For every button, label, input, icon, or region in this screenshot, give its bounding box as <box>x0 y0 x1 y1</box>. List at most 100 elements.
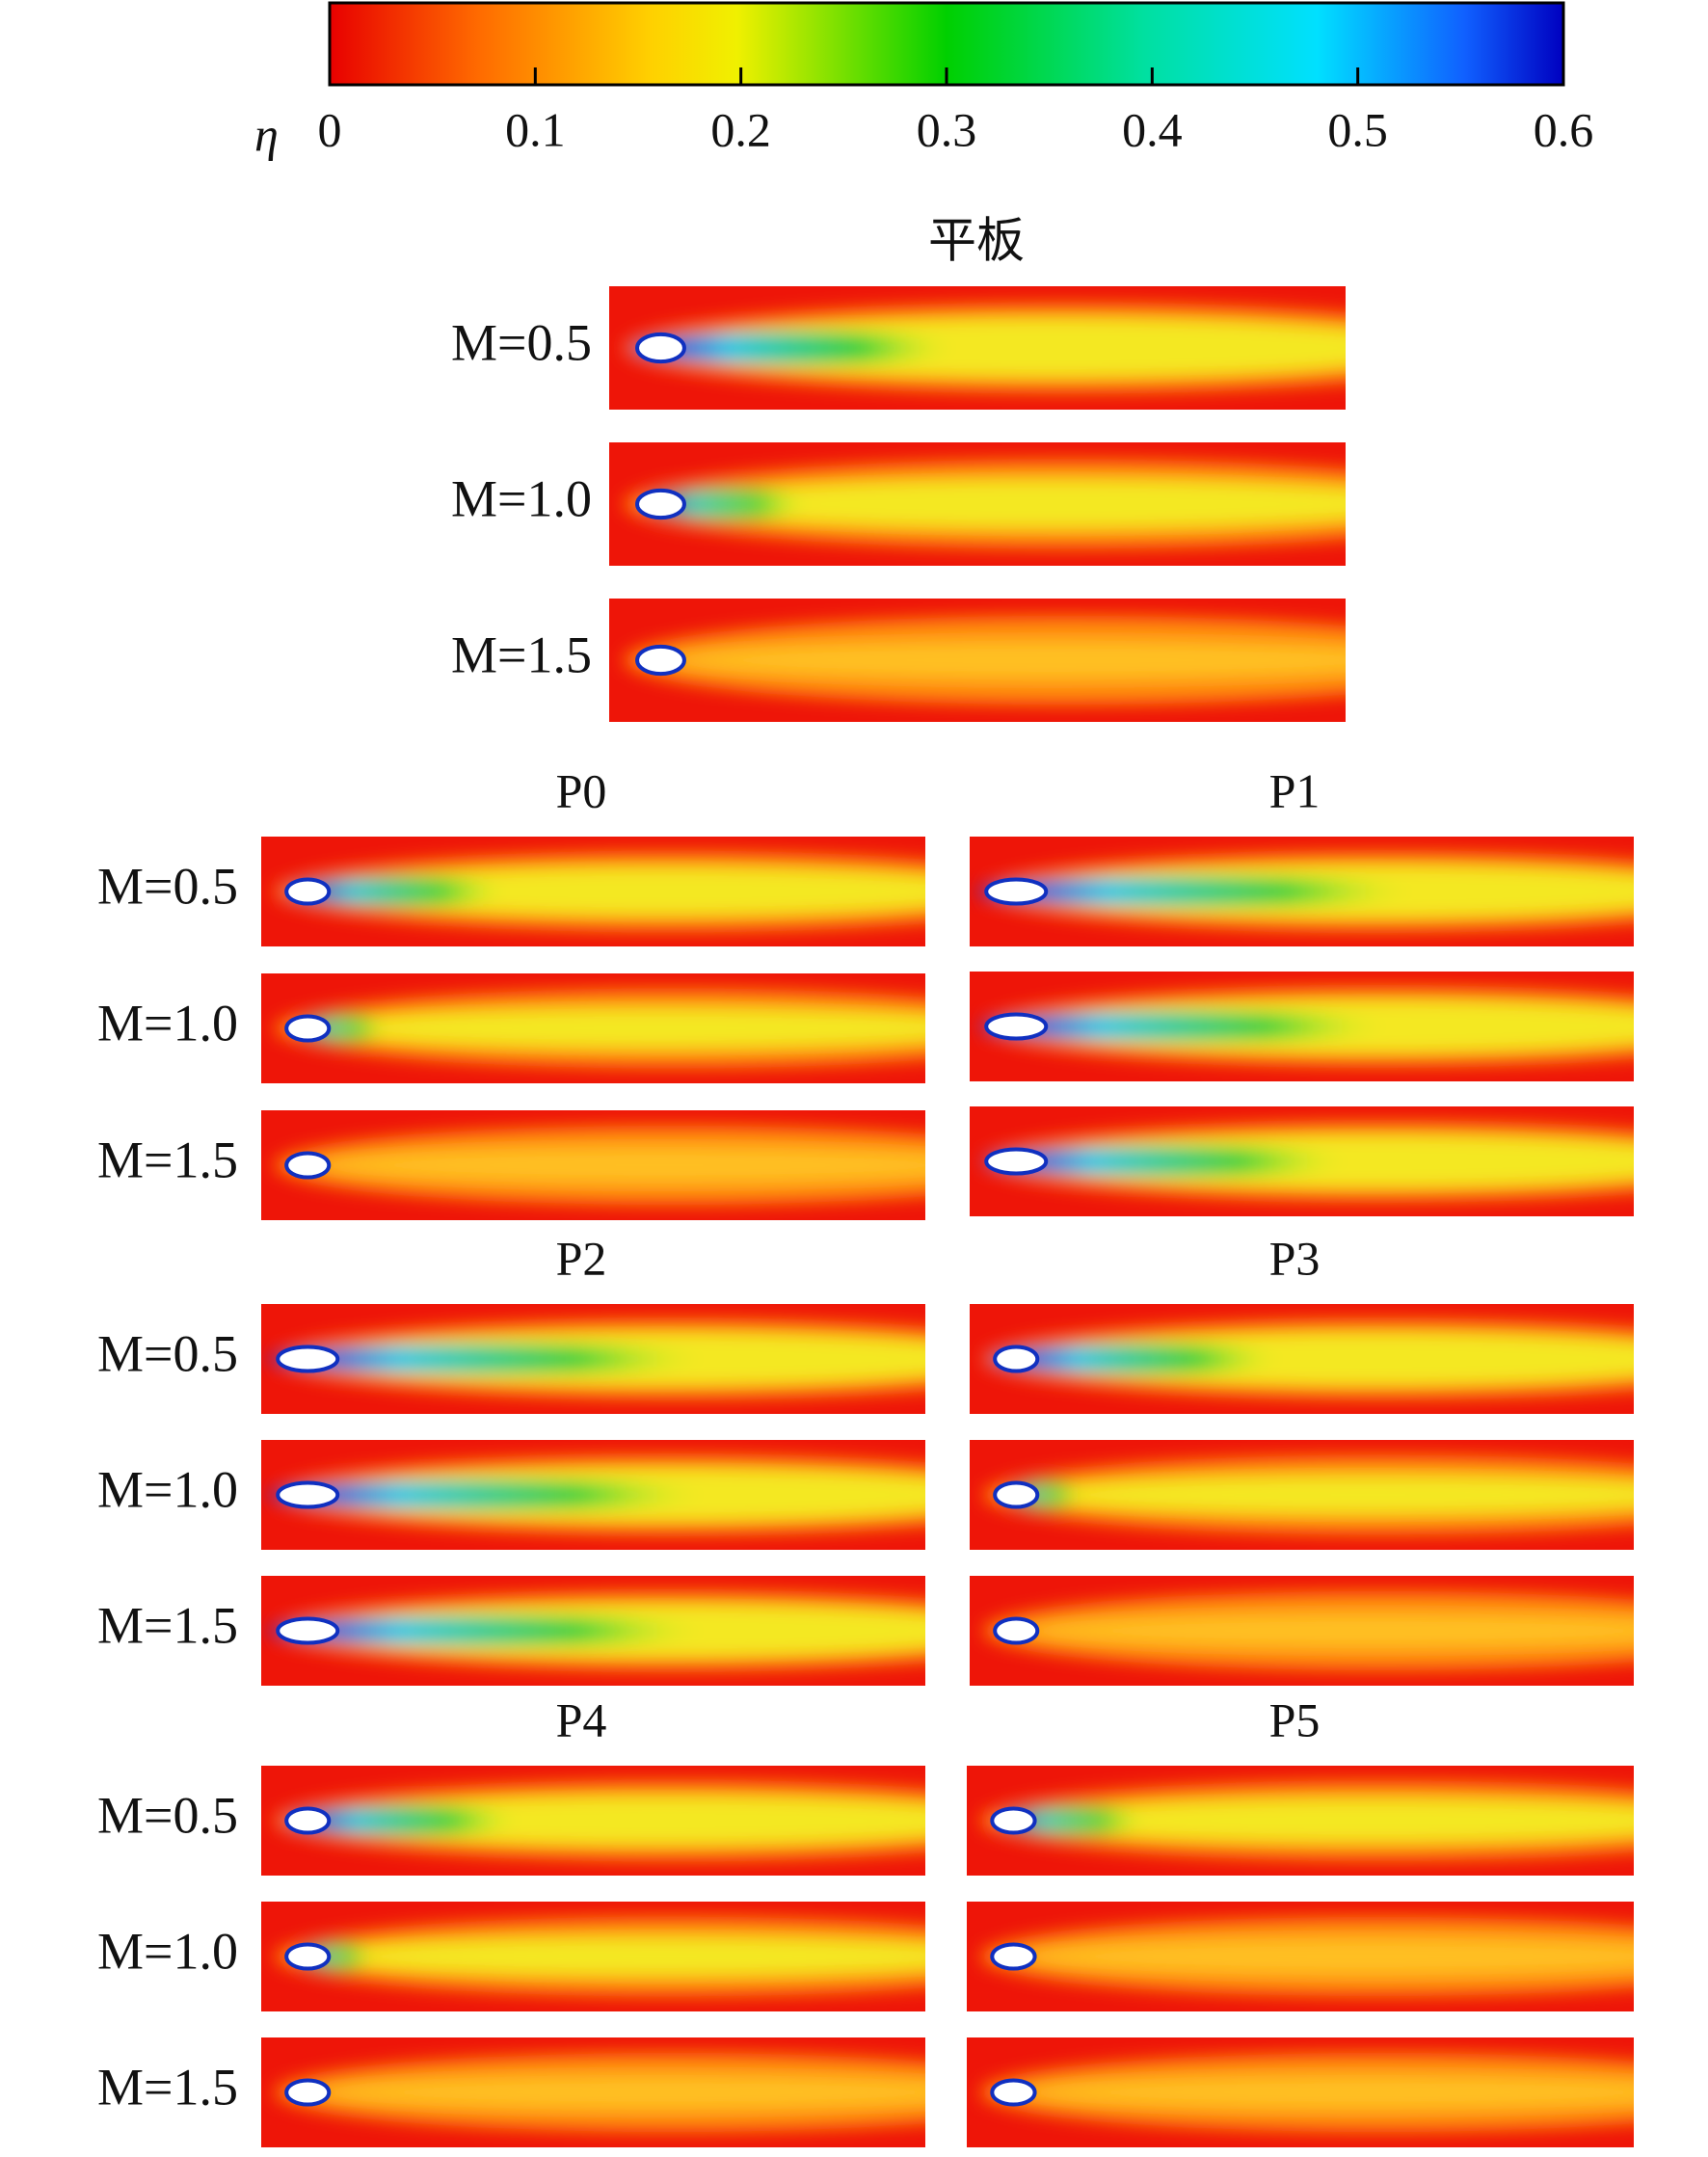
plume-mid <box>1020 1937 1634 1976</box>
plume <box>274 988 925 1069</box>
plume <box>979 1916 1634 1997</box>
hole <box>984 1012 1049 1041</box>
plume <box>982 1590 1634 1671</box>
plume-mid <box>314 1796 925 1846</box>
contour-panel <box>261 973 925 1083</box>
row-label: M=1.5 <box>97 1596 238 1654</box>
row-label: M=0.5 <box>97 857 238 915</box>
contour-panel <box>261 1304 925 1414</box>
plume-mid <box>314 1008 925 1049</box>
group-title: P4 <box>556 1692 607 1746</box>
hole <box>635 644 686 677</box>
row-label: M=1.0 <box>97 1922 238 1980</box>
plume <box>624 615 1346 706</box>
plume <box>267 1454 925 1535</box>
group-title: P0 <box>556 763 607 817</box>
group-title: 平板 <box>928 213 1025 267</box>
contour-panel <box>261 2037 925 2147</box>
plume <box>267 1318 925 1399</box>
plume-mid <box>1020 1798 1634 1843</box>
contour-panel <box>967 1766 1634 1876</box>
plume-core <box>287 877 507 906</box>
plume <box>978 986 1634 1067</box>
contour-panel <box>970 837 1634 946</box>
hole <box>276 1616 340 1645</box>
plume-core <box>989 1345 1282 1373</box>
colorbar-symbol: η <box>254 107 279 161</box>
plume-core <box>267 1616 707 1645</box>
plume-core <box>1000 1806 1147 1835</box>
plume-mid <box>668 479 1346 529</box>
plume <box>274 2052 925 2133</box>
plume <box>979 2052 1634 2133</box>
plume <box>274 1916 925 1997</box>
plume-core <box>267 1480 707 1509</box>
hole <box>993 1616 1040 1645</box>
contour-panel <box>970 1576 1634 1686</box>
plume-core <box>646 488 809 520</box>
contour-panel <box>967 2037 1634 2147</box>
plume-core <box>630 332 956 364</box>
row-label: M=1.0 <box>97 1460 238 1518</box>
plume <box>982 1318 1634 1399</box>
hole <box>284 1942 332 1971</box>
hole <box>284 877 332 906</box>
hole <box>284 2078 332 2107</box>
colorbar-tick-label: 0.4 <box>1122 102 1183 156</box>
plume-core <box>978 1012 1389 1041</box>
hole <box>284 1151 332 1180</box>
plume-mid <box>314 1936 925 1977</box>
plume <box>274 1125 925 1206</box>
colorbar-tick-label: 0.6 <box>1534 102 1594 156</box>
contour-panel <box>970 1304 1634 1414</box>
row-label: M=1.0 <box>451 469 592 527</box>
hole <box>990 1806 1037 1835</box>
hole <box>276 1345 340 1373</box>
hole <box>993 1480 1040 1509</box>
plume-mid <box>314 866 925 917</box>
contour-panel <box>261 1110 925 1220</box>
row-label: M=1.0 <box>97 994 238 1052</box>
contour-panel <box>970 1106 1634 1216</box>
contour-panel <box>967 1902 1634 2011</box>
group-title: P5 <box>1269 1692 1321 1746</box>
plume-mid <box>1023 1475 1634 1515</box>
contour-panel <box>261 1902 925 2011</box>
plume <box>982 1121 1634 1202</box>
hole <box>984 1147 1049 1176</box>
contour-panel <box>261 1576 925 1686</box>
contour-panel <box>970 1440 1634 1550</box>
plume <box>274 851 925 932</box>
colorbar-tick-label: 0.2 <box>710 102 771 156</box>
hole <box>990 2078 1037 2107</box>
hole <box>993 1345 1040 1373</box>
colorbar-tick-label: 0 <box>318 102 342 156</box>
colorbar-tick-label: 0.3 <box>917 102 977 156</box>
plume-core <box>286 1806 520 1835</box>
row-label: M=0.5 <box>451 313 592 371</box>
group-title: P1 <box>1269 763 1321 817</box>
contour-panel <box>970 972 1634 1081</box>
row-label: M=1.5 <box>97 2058 238 2116</box>
colorbar-tick-label: 0.1 <box>505 102 566 156</box>
group-title: P3 <box>1269 1231 1321 1285</box>
plume <box>624 459 1346 549</box>
plume-core <box>267 1345 707 1373</box>
hole <box>635 332 686 364</box>
colorbar-tick-label: 0.5 <box>1327 102 1388 156</box>
hole <box>284 1014 332 1043</box>
row-label: M=0.5 <box>97 1786 238 1844</box>
group-title: P2 <box>556 1231 607 1285</box>
row-label: M=1.5 <box>97 1131 238 1188</box>
plume-core <box>975 877 1415 906</box>
row-label: M=0.5 <box>97 1324 238 1382</box>
plume-mid <box>1023 1612 1634 1649</box>
plume <box>274 1780 925 1861</box>
hole <box>635 488 686 520</box>
contour-panel <box>261 1440 925 1550</box>
plume-mid <box>1020 2074 1634 2111</box>
hole <box>984 877 1049 906</box>
contour-panel <box>261 1766 925 1876</box>
contour-panel <box>609 599 1346 722</box>
